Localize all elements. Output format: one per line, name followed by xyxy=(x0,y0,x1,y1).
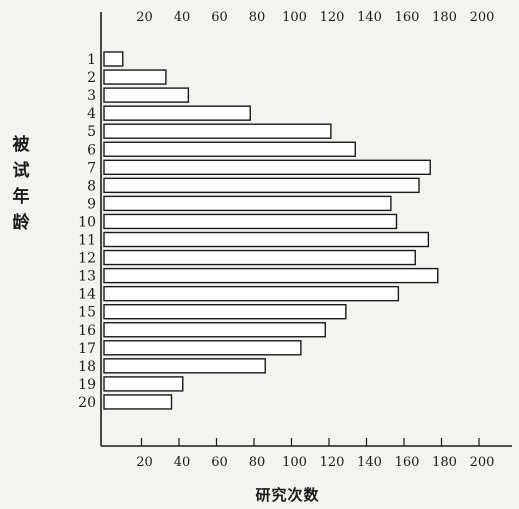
bar xyxy=(103,141,356,157)
bar xyxy=(103,322,326,338)
category-label: 2 xyxy=(87,70,96,86)
bar xyxy=(103,285,400,302)
category-label: 16 xyxy=(78,323,96,339)
top-tick-label: 120 xyxy=(320,10,345,25)
bar xyxy=(103,105,251,121)
top-tick-label: 160 xyxy=(395,10,420,25)
bottom-tick-label: 100 xyxy=(282,455,307,470)
category-label: 11 xyxy=(78,233,96,249)
top-tick-label: 100 xyxy=(282,10,307,25)
bar xyxy=(103,87,190,103)
bar xyxy=(103,177,420,194)
category-label: 9 xyxy=(87,196,96,212)
category-label: 12 xyxy=(78,251,96,267)
top-tick-label: 180 xyxy=(432,10,457,25)
top-tick-label: 200 xyxy=(470,10,495,25)
category-label: 6 xyxy=(87,142,96,158)
bar xyxy=(103,213,398,230)
bars xyxy=(103,51,439,410)
category-label: 14 xyxy=(78,287,96,303)
top-tick-labels: 20 40 60 80 100 120 140 160 180 200 xyxy=(136,10,494,25)
category-label: 4 xyxy=(87,106,96,122)
bar xyxy=(103,69,167,85)
bottom-tick-label: 40 xyxy=(174,455,191,470)
bar xyxy=(103,231,430,248)
bar xyxy=(103,51,124,67)
top-tick-label: 20 xyxy=(136,10,153,25)
bar xyxy=(103,304,347,320)
category-label: 1 xyxy=(87,52,96,68)
category-label: 7 xyxy=(87,160,96,176)
y-axis-title: 被试年龄 xyxy=(8,132,34,236)
bottom-tick-label: 140 xyxy=(357,455,382,470)
category-label: 17 xyxy=(78,341,96,357)
bottom-tick-label: 20 xyxy=(136,455,153,470)
bottom-tick-label: 60 xyxy=(211,455,228,470)
top-tick-label: 80 xyxy=(249,10,266,25)
bar xyxy=(103,394,173,410)
bar xyxy=(103,376,184,392)
category-label: 20 xyxy=(78,395,96,411)
top-tick-label: 140 xyxy=(357,10,382,25)
category-label: 5 xyxy=(87,124,96,140)
bottom-tick-label: 160 xyxy=(395,455,420,470)
x-axis-title: 研究次数 xyxy=(255,486,320,504)
top-tick-label: 40 xyxy=(174,10,191,25)
bottom-tick-label: 80 xyxy=(249,455,266,470)
bar xyxy=(103,340,302,356)
top-tick-label: 60 xyxy=(211,10,228,25)
bar xyxy=(103,195,392,212)
bar xyxy=(103,358,266,374)
category-label: 19 xyxy=(78,377,96,393)
bar xyxy=(103,159,431,176)
bottom-tick-label: 120 xyxy=(320,455,345,470)
category-label: 18 xyxy=(78,359,96,375)
y-axis-title-char: 年 xyxy=(12,187,30,207)
category-label: 3 xyxy=(87,88,96,104)
bar xyxy=(103,249,416,266)
bottom-tick-labels: 20 40 60 80 100 120 140 160 180 200 xyxy=(136,455,494,470)
y-axis-title-char: 试 xyxy=(12,161,30,181)
y-axis-title-char: 龄 xyxy=(12,213,30,233)
category-label: 15 xyxy=(78,305,96,321)
category-label: 13 xyxy=(78,269,96,285)
bottom-tick-label: 180 xyxy=(432,455,457,470)
bar xyxy=(103,123,332,139)
category-label: 10 xyxy=(78,214,96,230)
y-axis-title-char: 被 xyxy=(12,135,30,155)
bottom-tick-label: 200 xyxy=(470,455,495,470)
bar xyxy=(103,267,439,284)
category-label: 8 xyxy=(87,178,96,194)
bottom-tick-marks xyxy=(140,438,480,446)
